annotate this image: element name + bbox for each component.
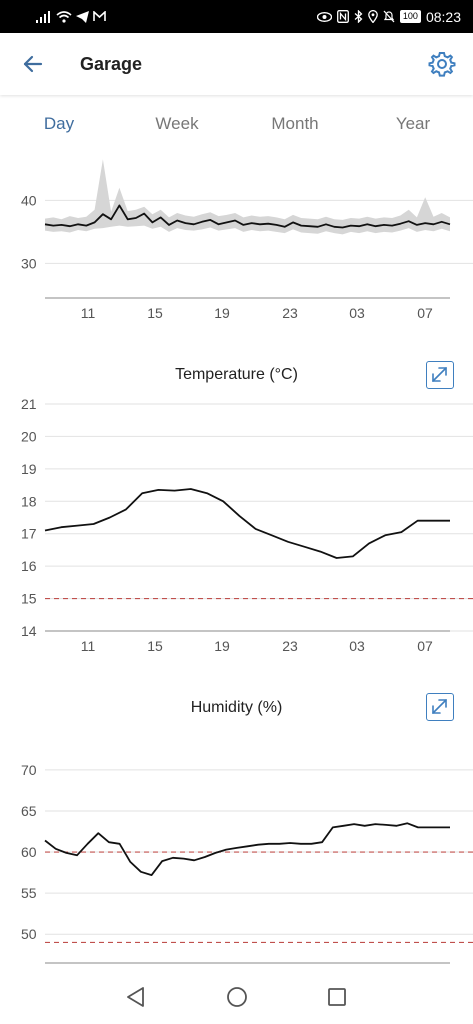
bluetooth-icon <box>354 10 363 23</box>
temperature-chart-title: Temperature (°C) <box>175 366 298 383</box>
nav-back-button[interactable] <box>123 984 149 1010</box>
battery-icon: 100 <box>399 10 421 23</box>
period-tabs: Day Week Month Year <box>0 108 473 140</box>
tab-week[interactable]: Week <box>155 114 199 133</box>
status-left-icons <box>36 0 106 33</box>
y-tick-label: 14 <box>21 623 37 639</box>
status-time: 08:23 <box>425 8 461 25</box>
temperature-chart: 14 15 16 17 18 19 20 21 11 15 19 23 03 07 <box>21 396 473 654</box>
overview-chart: 30 40 11 15 19 23 03 07 <box>21 159 473 321</box>
tab-day[interactable]: Day <box>43 114 75 133</box>
x-tick-label: 03 <box>349 305 365 321</box>
y-tick-label: 55 <box>21 885 37 901</box>
page-title: Garage <box>80 54 143 74</box>
y-tick-label: 70 <box>21 762 37 778</box>
x-tick-label: 07 <box>417 638 433 654</box>
y-tick-label: 30 <box>21 255 37 271</box>
telegram-icon <box>76 10 89 23</box>
series-line <box>44 204 451 229</box>
tab-month[interactable]: Month <box>271 114 319 133</box>
nav-home-button[interactable] <box>224 984 250 1010</box>
y-tick-label: 21 <box>21 396 37 412</box>
y-tick-label: 40 <box>21 192 37 208</box>
x-tick-label: 15 <box>147 305 163 321</box>
x-tick-label: 11 <box>81 305 96 321</box>
app-bar: Garage <box>0 33 473 95</box>
nfc-icon <box>336 10 349 23</box>
y-tick-label: 18 <box>21 493 37 509</box>
triangle-back-icon <box>127 987 144 1007</box>
signal-icon <box>36 10 50 23</box>
x-tick-label: 11 <box>81 638 96 654</box>
x-tick-label: 19 <box>214 305 230 321</box>
gmail-icon <box>93 11 106 21</box>
humidity-chart: 50 55 60 65 70 <box>21 762 473 964</box>
humidity-chart-title: Humidity (%) <box>190 699 283 716</box>
expand-icon <box>432 367 447 382</box>
tab-year[interactable]: Year <box>395 114 431 133</box>
back-button[interactable] <box>18 49 48 79</box>
eye-icon <box>316 11 332 22</box>
x-tick-label: 15 <box>147 638 163 654</box>
x-tick-label: 23 <box>282 638 298 654</box>
y-tick-label: 60 <box>21 844 37 860</box>
series-line <box>44 488 450 559</box>
y-tick-label: 65 <box>21 803 37 819</box>
temperature-expand-button[interactable] <box>426 361 454 389</box>
y-tick-label: 19 <box>21 461 37 477</box>
wifi-icon <box>56 10 72 23</box>
nav-recents-button[interactable] <box>324 984 350 1010</box>
mute-icon <box>383 10 395 23</box>
x-tick-label: 23 <box>282 305 298 321</box>
y-tick-label: 50 <box>21 926 37 942</box>
x-tick-label: 03 <box>349 638 365 654</box>
arrow-left-icon <box>23 55 43 73</box>
y-tick-label: 16 <box>21 558 37 574</box>
y-tick-label: 15 <box>21 591 37 607</box>
humidity-expand-button[interactable] <box>426 693 454 721</box>
gear-icon <box>428 52 456 77</box>
series-line <box>44 822 450 877</box>
expand-icon <box>432 699 447 714</box>
x-tick-label: 07 <box>417 305 433 321</box>
system-nav-bar <box>0 970 473 1024</box>
status-bar: 100 08:23 <box>0 0 473 33</box>
y-tick-label: 20 <box>21 428 37 444</box>
y-tick-label: 17 <box>21 526 37 542</box>
location-icon <box>368 10 378 23</box>
settings-button[interactable] <box>428 50 456 78</box>
circle-home-icon <box>227 987 247 1007</box>
square-recents-icon <box>328 988 346 1006</box>
status-right-icons: 100 08:23 <box>316 0 461 33</box>
x-tick-label: 19 <box>214 638 230 654</box>
